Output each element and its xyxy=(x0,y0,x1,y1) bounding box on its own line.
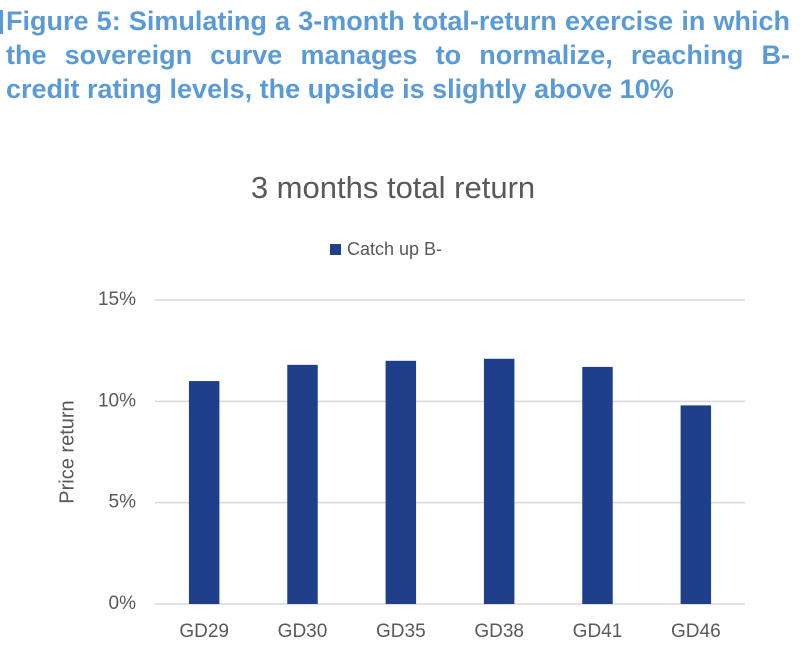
x-tick-label: GD30 xyxy=(278,621,328,642)
legend-swatch xyxy=(330,244,341,255)
y-tick-label: 15% xyxy=(98,289,136,310)
x-tick-label: GD41 xyxy=(573,621,623,642)
y-tick-label: 10% xyxy=(98,390,136,411)
y-tick-label: 5% xyxy=(109,492,137,513)
bar xyxy=(385,360,417,604)
x-tick-label: GD46 xyxy=(671,621,721,642)
y-axis-label: Price return xyxy=(56,400,78,503)
bar xyxy=(287,364,318,604)
caption-marker xyxy=(0,10,3,34)
y-tick-label: 0% xyxy=(109,593,137,614)
figure-caption: Figure 5: Simulating a 3-month total-ret… xyxy=(6,6,790,104)
bar xyxy=(188,381,220,604)
x-tick-label: GD29 xyxy=(179,621,229,642)
x-tick-label: GD35 xyxy=(376,621,426,642)
legend-label: Catch up B- xyxy=(347,239,442,259)
bar xyxy=(483,358,515,604)
chart-title: 3 months total return xyxy=(251,170,535,205)
x-tick-label: GD38 xyxy=(474,621,524,642)
bar xyxy=(680,405,712,604)
bar xyxy=(582,366,613,604)
